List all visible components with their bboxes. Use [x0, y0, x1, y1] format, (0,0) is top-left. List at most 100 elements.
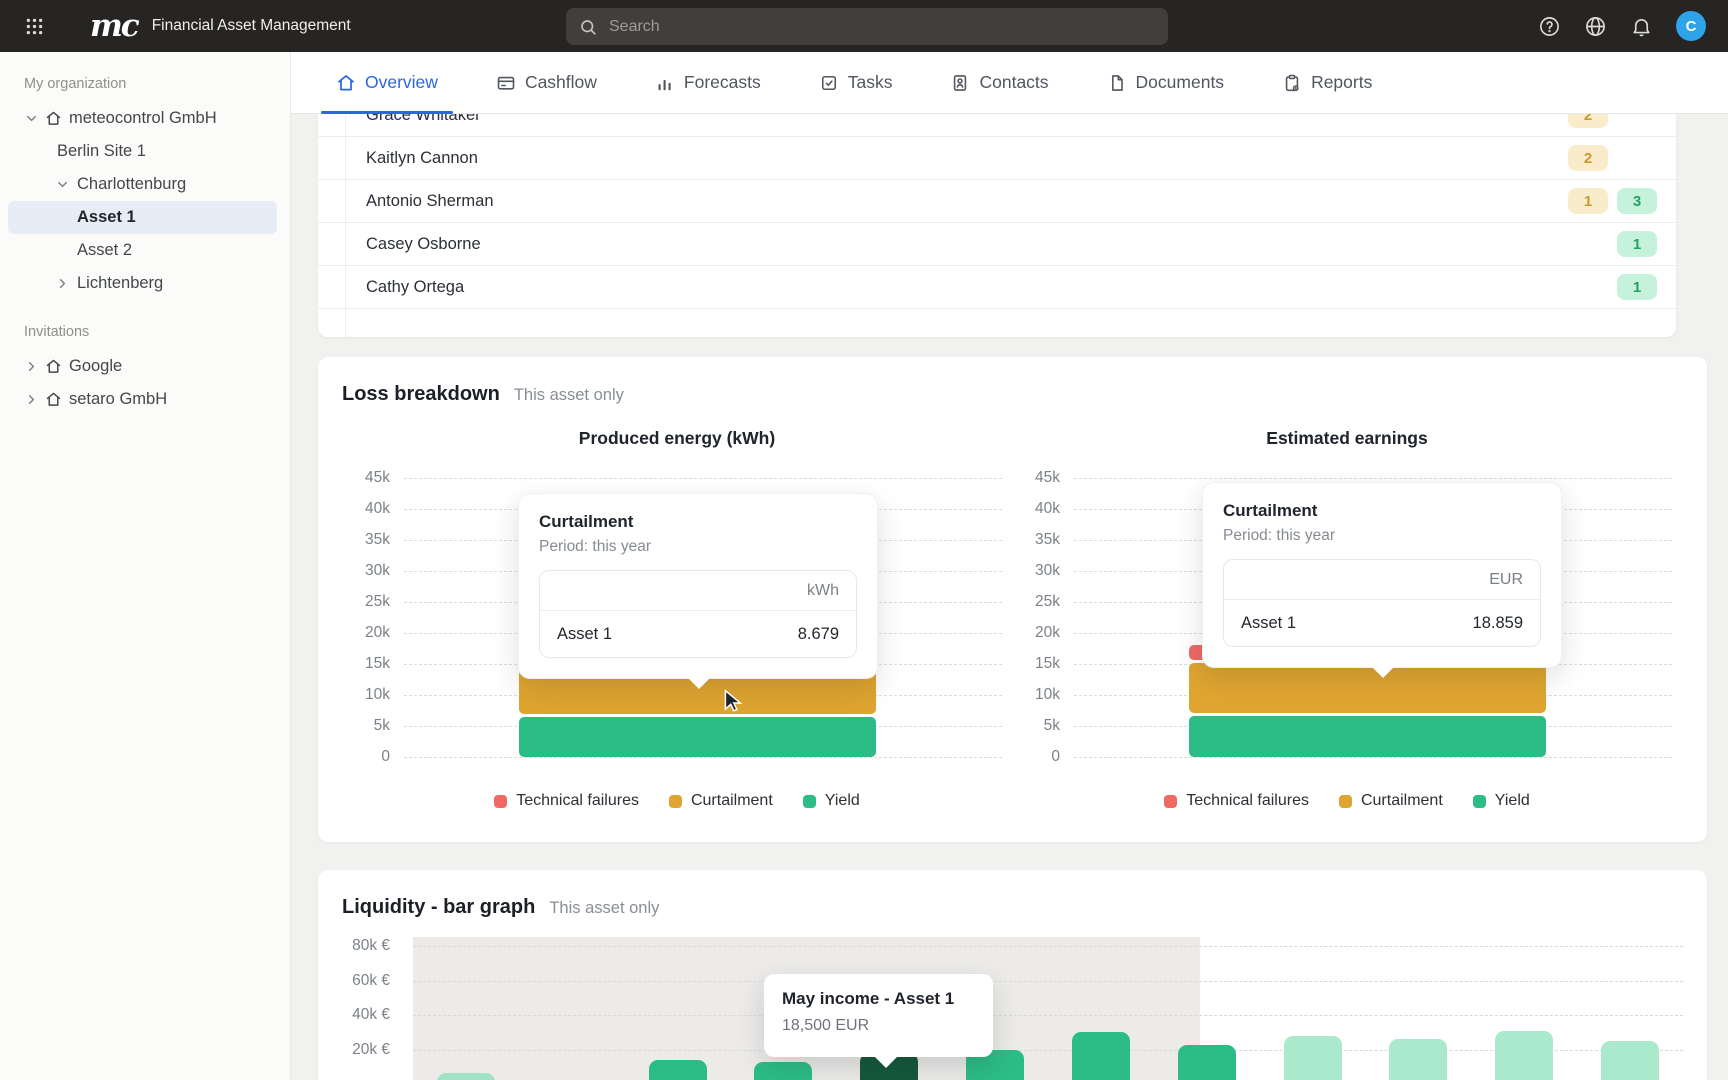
help-icon[interactable] — [1538, 15, 1561, 38]
count-badge-yellow: 2 — [1568, 145, 1608, 171]
y-axis-label: 35k — [1012, 531, 1060, 549]
income-bar[interactable] — [437, 1073, 495, 1080]
bar-segment-yield[interactable] — [1189, 716, 1546, 757]
tooltip-title: Curtailment — [539, 512, 857, 532]
income-bar[interactable] — [1178, 1045, 1236, 1080]
income-bar[interactable] — [1495, 1031, 1553, 1080]
search-icon — [579, 18, 597, 36]
search-input[interactable] — [607, 17, 1155, 37]
home-icon — [45, 110, 62, 127]
chevron-right-icon[interactable] — [55, 276, 70, 291]
table-row[interactable]: Grace Whitaker2 — [318, 114, 1676, 137]
gridline — [404, 478, 1002, 479]
person-name: Casey Osborne — [366, 235, 481, 254]
sidebar-item-label: meteocontrol GmbH — [69, 109, 217, 128]
y-axis-label: 60k € — [342, 972, 390, 990]
bar-segment-curtailment[interactable] — [1189, 663, 1546, 713]
chart-tooltip: CurtailmentPeriod: this yearEURAsset 118… — [1202, 482, 1562, 668]
tooltip-value: 18,500 EUR — [782, 1017, 975, 1035]
y-axis-label: 5k — [1012, 717, 1060, 735]
home-icon — [336, 73, 356, 93]
sidebar-item-label: Charlottenburg — [77, 175, 186, 194]
row-badges: 1 — [1568, 231, 1657, 257]
global-search[interactable] — [566, 8, 1168, 45]
liquidity-tooltip: May income - Asset 1 18,500 EUR — [764, 974, 993, 1057]
tab-reports[interactable]: Reports — [1267, 52, 1387, 113]
people-table-card: Grace Whitaker2Kaitlyn Cannon2Antonio Sh… — [318, 114, 1676, 337]
tab-label: Overview — [365, 72, 438, 93]
legend-item-yield: Yield — [1473, 792, 1530, 810]
gridline — [413, 946, 1683, 947]
sidebar-item-setaro-gmbh[interactable]: setaro GmbH — [8, 383, 277, 416]
sidebar-item-label: setaro GmbH — [69, 390, 167, 409]
gridline — [404, 757, 1002, 758]
tooltip-caret — [687, 677, 711, 689]
income-bar[interactable] — [754, 1062, 812, 1080]
bar-segment-yield[interactable] — [519, 717, 876, 757]
income-bar[interactable] — [1601, 1041, 1659, 1080]
sidebar-item-berlin-site-1[interactable]: Berlin Site 1 — [8, 135, 277, 168]
badge-slot-yellow: 2 — [1568, 114, 1608, 128]
y-axis-label: 20k € — [342, 1041, 390, 1059]
y-axis-label: 10k — [1012, 686, 1060, 704]
income-bar[interactable] — [1072, 1032, 1130, 1080]
tab-overview[interactable]: Overview — [321, 52, 453, 113]
legend-label: Yield — [825, 792, 860, 810]
table-row[interactable]: Casey Osborne 1 — [318, 223, 1676, 266]
legend-label: Technical failures — [1186, 792, 1309, 810]
chevron-down-icon[interactable] — [55, 177, 70, 192]
loss-card-subtitle: This asset only — [514, 386, 624, 405]
globe-icon[interactable] — [1584, 15, 1607, 38]
tooltip-period: Period: this year — [539, 538, 857, 556]
y-axis-label: 30k — [342, 562, 390, 580]
tooltip-title: May income - Asset 1 — [782, 989, 975, 1009]
tab-contacts[interactable]: Contacts — [935, 52, 1063, 113]
tab-label: Reports — [1311, 72, 1372, 93]
badge-slot-green: 1 — [1617, 274, 1657, 300]
table-row[interactable]: Kaitlyn Cannon2 — [318, 137, 1676, 180]
loss-breakdown-card: Loss breakdown This asset only Produced … — [318, 357, 1707, 842]
sidebar-item-google[interactable]: Google — [8, 350, 277, 383]
notifications-bell-icon[interactable] — [1630, 15, 1653, 38]
legend-label: Curtailment — [691, 792, 773, 810]
y-axis-label: 25k — [1012, 593, 1060, 611]
chart-title: Estimated earnings — [1012, 428, 1682, 452]
tooltip-row-value: 8.679 — [798, 625, 839, 644]
tooltip-unit: kWh — [540, 571, 856, 611]
app-window: mc Financial Asset Management — [0, 0, 1728, 1080]
income-bar[interactable] — [1284, 1036, 1342, 1080]
table-row[interactable]: Antonio Sherman13 — [318, 180, 1676, 223]
loss-charts-row: Produced energy (kWh)45k40k35k30k25k20k1… — [342, 428, 1683, 810]
chart-legend: Technical failuresCurtailmentYield — [1012, 792, 1682, 810]
sidebar-item-charlottenburg[interactable]: Charlottenburg — [8, 168, 277, 201]
sidebar-item-lichtenberg[interactable]: Lichtenberg — [8, 267, 277, 300]
sidebar-item-asset-1[interactable]: Asset 1 — [8, 201, 277, 234]
gridline — [413, 981, 1683, 982]
tab-cashflow[interactable]: Cashflow — [481, 52, 612, 113]
income-bar[interactable] — [1389, 1039, 1447, 1080]
contacts-icon — [950, 73, 970, 93]
y-axis-label: 15k — [1012, 655, 1060, 673]
sidebar-item-asset-2[interactable]: Asset 2 — [8, 234, 277, 267]
income-bar[interactable] — [649, 1060, 707, 1080]
tab-documents[interactable]: Documents — [1092, 52, 1240, 113]
sidebar-item-label: Asset 1 — [77, 208, 136, 227]
tooltip-caret — [874, 1056, 898, 1068]
y-axis-label: 40k € — [342, 1006, 390, 1024]
user-avatar[interactable]: C — [1676, 11, 1706, 41]
chevron-right-icon[interactable] — [24, 359, 39, 374]
legend-item-technical-failures: Technical failures — [1164, 792, 1309, 810]
home-icon — [45, 358, 62, 375]
tab-tasks[interactable]: Tasks — [804, 52, 908, 113]
sidebar-item-meteocontrol-gmbh[interactable]: meteocontrol GmbH — [8, 102, 277, 135]
count-badge-green: 1 — [1617, 274, 1657, 300]
tab-forecasts[interactable]: Forecasts — [640, 52, 776, 113]
tooltip-value-box: kWhAsset 18.679 — [539, 570, 857, 658]
chevron-down-icon[interactable] — [24, 111, 39, 126]
gridline — [413, 1015, 1683, 1016]
y-axis-label: 0 — [342, 748, 390, 766]
chevron-right-icon[interactable] — [24, 392, 39, 407]
sidebar-item-label: Lichtenberg — [77, 274, 163, 293]
table-row[interactable]: Cathy Ortega1 — [318, 266, 1676, 309]
app-grid-icon[interactable] — [22, 14, 46, 38]
